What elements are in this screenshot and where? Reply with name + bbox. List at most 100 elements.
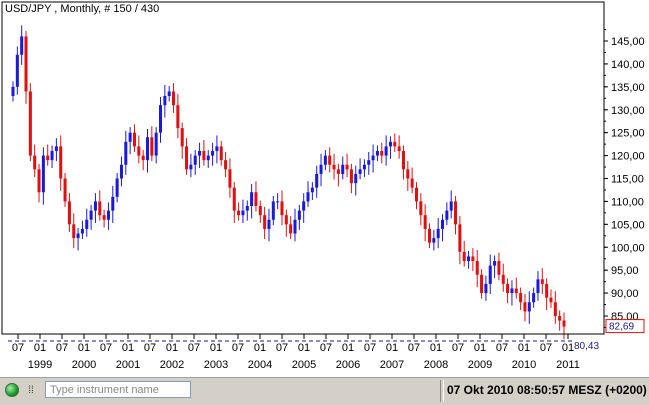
candle-body	[384, 146, 388, 156]
status-datetime: 07 Okt 2010 08:50:57 MESZ (+0200)	[447, 383, 647, 397]
candle-body	[215, 146, 219, 151]
candle-body	[111, 196, 115, 211]
candle-body	[349, 169, 353, 184]
status-light-icon[interactable]	[5, 383, 19, 397]
candle-body	[536, 279, 540, 294]
month-tick-label: 07	[188, 342, 200, 354]
candle-body	[341, 164, 345, 174]
candle-body	[354, 173, 358, 184]
candle-body	[297, 210, 301, 220]
candle	[432, 229, 436, 251]
candle-body	[67, 201, 71, 225]
instrument-search-input[interactable]	[45, 381, 191, 398]
candle	[397, 135, 401, 159]
candle	[237, 202, 241, 221]
candle-body	[46, 155, 50, 161]
candle	[250, 184, 254, 219]
candle	[50, 145, 54, 168]
candle	[163, 85, 167, 118]
year-tick-label: 2005	[292, 359, 316, 371]
candle-body	[293, 219, 297, 234]
candlestick-chart[interactable]: 145,00 140,00 135,00 130,00 125,00 120,00 115,…	[0, 0, 649, 377]
candle	[211, 142, 215, 166]
candle	[488, 254, 492, 294]
candle	[345, 153, 349, 178]
month-tick-label: 01	[562, 342, 574, 354]
status-bar: ⁞⁞ 07 Okt 2010 08:50:57 MESZ (+0200)	[0, 377, 649, 405]
candle	[367, 151, 371, 175]
candle-body	[20, 36, 24, 55]
candle	[185, 138, 189, 175]
candle-body	[167, 91, 171, 96]
candle	[297, 205, 301, 230]
candle-body	[393, 141, 397, 147]
candle-body	[85, 219, 89, 229]
candle-body	[24, 36, 28, 92]
candle	[258, 200, 262, 223]
candle-body	[76, 233, 80, 239]
candle	[354, 165, 358, 196]
candle-body	[306, 192, 310, 202]
candle-body	[63, 178, 67, 202]
candle	[545, 278, 549, 311]
candle-body	[189, 164, 193, 170]
candle	[454, 195, 458, 235]
candle	[410, 167, 414, 194]
price-tick-label: 120,00	[611, 151, 645, 163]
candle-body	[558, 316, 562, 321]
year-tick-label: 2006	[336, 359, 360, 371]
month-tick-label: 01	[474, 342, 486, 354]
candle-body	[397, 146, 401, 151]
candle	[419, 193, 423, 226]
candle	[549, 289, 553, 308]
candle-body	[506, 283, 510, 294]
candle-body	[545, 283, 549, 298]
year-tick-label: 2010	[512, 359, 536, 371]
candle-body	[267, 219, 271, 229]
candle	[553, 291, 557, 324]
candle	[414, 182, 419, 210]
candle-body	[206, 155, 210, 161]
candle-body	[419, 201, 423, 216]
candle	[349, 163, 353, 194]
candle	[20, 25, 24, 65]
candle	[341, 156, 345, 180]
candle	[540, 268, 544, 294]
candle-body	[289, 224, 293, 234]
candle-body	[59, 146, 63, 179]
candle	[15, 46, 19, 95]
candle-body	[250, 192, 254, 206]
candle-body	[124, 141, 128, 165]
candle	[228, 158, 232, 198]
candle	[427, 223, 432, 249]
candle	[80, 220, 84, 239]
month-tick-label: 07	[232, 342, 244, 354]
candle-body	[519, 293, 523, 303]
candle-body	[158, 105, 163, 133]
price-tick-label: 95,00	[611, 265, 639, 277]
chart-window[interactable]: 145,00 140,00 135,00 130,00 125,00 120,00 115,…	[0, 0, 649, 377]
candle	[72, 213, 76, 249]
candle	[284, 209, 288, 237]
candle	[293, 208, 297, 242]
candle	[302, 193, 306, 223]
candle	[506, 278, 510, 304]
candle-body	[54, 146, 58, 151]
candle-body	[115, 178, 119, 197]
candle-body	[132, 132, 136, 147]
month-tick-label: 01	[342, 342, 354, 354]
candle-body	[401, 151, 405, 170]
dropdown-menu-icon[interactable]: ⁞⁞	[28, 385, 34, 396]
candle	[289, 216, 293, 239]
month-tick-label: 01	[298, 342, 310, 354]
candle-body	[50, 151, 54, 161]
candle	[33, 144, 37, 178]
price-axis: 145,00 140,00 135,00 130,00 125,00 120,00 115,…	[604, 29, 645, 328]
candle	[54, 138, 58, 162]
candle	[59, 135, 63, 191]
candle	[384, 135, 388, 166]
candle-body	[371, 155, 375, 161]
candle-body	[436, 228, 440, 239]
candle	[145, 129, 150, 173]
candle-body	[493, 261, 497, 266]
